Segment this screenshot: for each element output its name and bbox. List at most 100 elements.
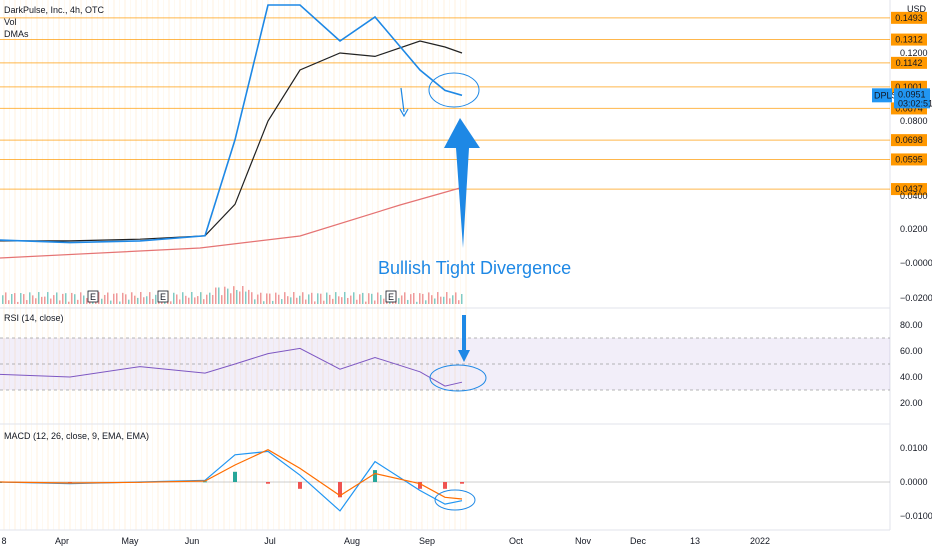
time-tick: 8 [1,536,6,546]
volume-bar [377,292,379,304]
small-arrow-down [458,315,470,362]
volume-bar [74,294,76,304]
legend: DarkPulse, Inc., 4h, OTC Vol DMAs [4,4,104,40]
vol-indicator-label: Vol [4,17,17,27]
macd-histogram-bar [338,482,342,498]
volume-bar [152,298,154,304]
volume-bar [425,300,427,304]
volume-bar [254,299,256,304]
volume-bar [245,291,247,304]
time-tick: Aug [344,536,360,546]
earnings-marker: E [160,292,166,302]
volume-bar [65,293,67,304]
volume-bar [179,299,181,304]
volume-bar [269,293,271,304]
volume-bar [263,301,265,304]
volume-bar [293,292,295,304]
volume-bar [131,292,133,304]
time-tick: Jun [185,536,200,546]
signal-line [0,449,463,500]
volume-bar [17,301,19,304]
macd-histogram-bar [266,482,270,484]
volume-bar [176,294,178,304]
volume-bar [122,292,124,304]
volume-bar [38,292,40,304]
volume-bar [14,293,16,304]
dmas-indicator-label: DMAs [4,29,29,39]
macd-divergence-circle [434,489,476,511]
volume-bar [461,294,463,304]
volume-bar [398,298,400,304]
volume-bar [287,296,289,304]
volume-bar [104,294,106,304]
volume-bar [221,295,223,304]
volume-bar [356,299,358,304]
volume-bar [50,298,52,304]
volume-bar [98,292,100,304]
volume-bar [407,299,409,304]
volume-bar [110,300,112,304]
volume-bar [248,289,250,304]
volume-bar [83,295,85,304]
volume-bar [362,292,364,304]
level-tag [891,11,927,24]
time-tick: Nov [575,536,592,546]
volume-bar [197,296,199,304]
volume-bar [119,301,121,304]
level-label: 0.0437 [895,184,923,194]
volume-bar [71,292,73,304]
volume-bar [206,294,208,304]
series [0,4,890,512]
volume-bar [194,297,196,304]
symbol-title: DarkPulse, Inc., 4h, OTC [4,5,105,15]
volume-bar [212,295,214,304]
volume-bar [200,292,202,304]
volume-bar [311,292,313,304]
volume-bar [314,301,316,304]
volume-bar [413,292,415,304]
volume-bar [437,292,439,304]
volume-bar [107,292,109,304]
volume-bar [251,292,253,304]
volume-bar [401,295,403,304]
volume-bar [236,289,238,304]
horizontal-levels [0,17,890,190]
volume-bar [140,292,142,304]
time-tick: Dec [630,536,647,546]
volume-bar [44,296,46,304]
volume-bar [116,293,118,304]
volume-bar [128,299,130,304]
level-label: 0.1312 [895,35,923,45]
rsi-tick: 20.00 [900,398,923,408]
volume-bar [137,297,139,304]
macd-tick: 0.0000 [900,477,928,487]
volume-bar [20,293,22,304]
volume-bar [59,300,61,304]
macd-label: MACD (12, 26, close, 9, EMA, EMA) [4,431,150,441]
tiny-arrow-shaft [400,87,405,113]
volume-bar [449,298,451,304]
level-tag [891,56,927,69]
volume-bar [431,295,433,304]
ticker-price-tag [894,88,930,109]
volume-bar [62,293,64,304]
price-tick: 0.0200 [900,224,928,234]
volume-bar [227,288,229,304]
volume-bar [155,294,157,304]
rsi-label: RSI (14, close) [4,313,64,323]
volume-bar [332,298,334,304]
volume-bar [149,292,151,304]
volume-bar [47,292,49,304]
volume-bar [113,293,115,304]
volume-bar [440,296,442,304]
level-label: 0.0698 [895,135,923,145]
rsi-divergence-circle [429,364,487,392]
volume-bar [443,296,445,304]
volume-bar [281,299,283,304]
volume-bar [170,301,172,304]
earnings-marker: E [90,292,96,302]
level-tag [891,134,927,147]
level-tag [891,33,927,46]
volume-bar [335,292,337,304]
